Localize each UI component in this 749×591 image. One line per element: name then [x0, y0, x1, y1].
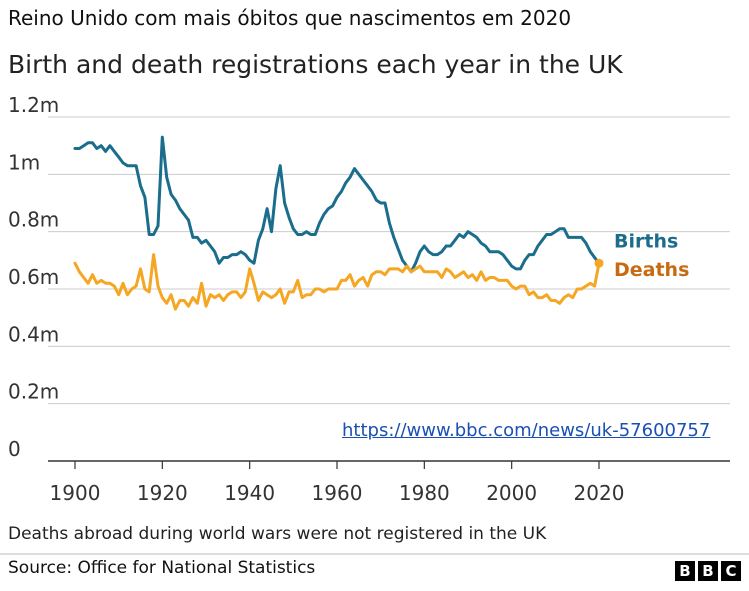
source-article-link[interactable]: https://www.bbc.com/news/uk-57600757: [342, 420, 711, 441]
x-tick-label: 2000: [486, 481, 537, 505]
series-lines: [73, 135, 604, 311]
deaths-line: [73, 253, 601, 311]
deaths-series-label: Deaths: [614, 259, 689, 281]
x-tick-label: 1960: [312, 481, 363, 505]
divider: [0, 553, 749, 555]
y-tick-label: 0.8m: [8, 208, 59, 232]
y-tick-label: 0.4m: [8, 322, 59, 346]
chart-title: Birth and death registrations each year …: [8, 50, 623, 79]
top-title: Reino Unido com mais óbitos que nascimen…: [8, 6, 572, 30]
x-tick-label: 1920: [137, 481, 188, 505]
x-tick-label: 1980: [399, 481, 450, 505]
source-note: Source: Office for National Statistics: [8, 558, 316, 578]
x-tick-label: 1940: [224, 481, 275, 505]
y-tick-label: 0.6m: [8, 265, 59, 289]
logo-letter: B: [698, 561, 718, 581]
y-tick-label: 1.2m: [8, 93, 59, 117]
deaths-endpoint-marker: [594, 258, 604, 268]
y-tick-label: 1m: [8, 150, 40, 174]
logo-letter: B: [675, 561, 695, 581]
births-line: [73, 135, 601, 274]
x-axis-ticks: 1900 1920 1940 1960 1980 2000 2020: [50, 461, 625, 505]
births-series-label: Births: [614, 230, 678, 252]
footnote: Deaths abroad during world wars were not…: [8, 524, 547, 544]
x-tick-label: 1900: [50, 481, 101, 505]
y-axis-ticks: 0 0.2m 0.4m 0.6m 0.8m 1m 1.2m: [8, 93, 59, 461]
y-tick-label: 0.2m: [8, 380, 59, 404]
y-tick-label: 0: [8, 437, 21, 461]
logo-letter: C: [721, 561, 741, 581]
series-labels: Births Deaths: [614, 230, 689, 281]
x-tick-label: 2020: [574, 481, 625, 505]
bbc-logo: B B C: [675, 561, 741, 581]
